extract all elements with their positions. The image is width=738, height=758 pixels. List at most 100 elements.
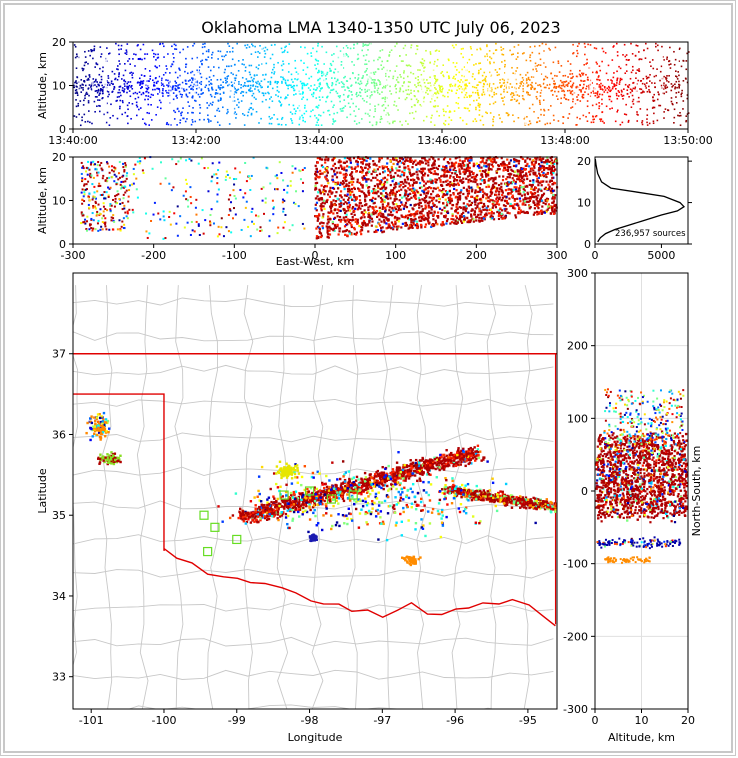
source-point: [426, 79, 428, 81]
source-point: [586, 120, 589, 123]
source-point: [578, 73, 580, 76]
source-point: [549, 189, 553, 193]
source-point: [319, 77, 321, 80]
source-point: [518, 87, 520, 89]
source-point: [342, 216, 345, 219]
source-point: [427, 190, 430, 193]
source-point: [522, 174, 526, 177]
source-point: [479, 213, 482, 216]
source-point: [569, 69, 572, 72]
source-point: [179, 121, 181, 124]
source-point: [463, 75, 465, 78]
source-point: [414, 77, 417, 79]
source-point: [540, 184, 543, 187]
source-point: [670, 100, 673, 103]
source-point: [436, 186, 440, 189]
source-point: [229, 51, 231, 53]
source-point: [548, 87, 550, 90]
source-point: [174, 84, 177, 87]
source-point: [489, 56, 491, 58]
source-point: [526, 177, 529, 181]
source-point: [321, 74, 323, 77]
source-point: [510, 204, 513, 207]
source-point: [535, 157, 538, 161]
source-point: [602, 50, 605, 53]
source-point: [146, 87, 148, 90]
source-point: [572, 100, 574, 103]
source-point: [506, 91, 509, 93]
source-point: [490, 160, 493, 163]
source-point: [518, 170, 521, 173]
source-point: [455, 62, 458, 64]
source-point: [350, 166, 353, 169]
source-point: [352, 177, 355, 180]
source-point: [450, 162, 454, 165]
source-point: [173, 109, 175, 112]
source-point: [448, 185, 452, 188]
source-point: [258, 64, 260, 66]
source-point: [315, 201, 319, 204]
source-point: [421, 208, 425, 211]
source-point: [178, 90, 181, 93]
source-point: [402, 82, 405, 84]
source-point: [493, 91, 495, 94]
source-point: [629, 88, 632, 91]
source-point: [397, 109, 399, 111]
source-point: [339, 108, 342, 110]
source-point: [542, 165, 546, 168]
source-point: [368, 221, 371, 224]
source-point: [125, 174, 128, 177]
source-point: [569, 80, 572, 83]
source-point: [218, 66, 220, 69]
source-point: [465, 91, 468, 94]
source-point: [315, 167, 318, 170]
source-point: [458, 159, 462, 162]
source-point: [625, 70, 628, 72]
source-point: [625, 63, 628, 66]
source-point: [454, 78, 456, 80]
source-point: [639, 58, 641, 60]
source-point: [413, 117, 415, 120]
source-point: [291, 119, 293, 122]
source-point: [492, 212, 495, 215]
source-point: [475, 99, 478, 102]
source-point: [424, 223, 428, 226]
source-point: [397, 220, 400, 223]
source-point: [394, 85, 396, 88]
source-point: [408, 224, 411, 227]
source-point: [156, 66, 158, 69]
source-point: [94, 84, 96, 86]
source-point: [230, 65, 233, 67]
source-point: [113, 73, 116, 75]
source-point: [534, 171, 537, 174]
source-point: [252, 80, 255, 83]
source-point: [432, 218, 435, 221]
source-point: [351, 207, 354, 210]
source-point: [515, 82, 518, 85]
source-point: [361, 176, 364, 179]
source-point: [174, 48, 176, 50]
source-point: [418, 198, 421, 202]
source-point: [434, 178, 437, 181]
source-point: [429, 206, 432, 209]
source-point: [457, 196, 460, 199]
source-point: [551, 201, 554, 204]
source-point: [378, 224, 382, 227]
source-point: [571, 93, 574, 96]
source-point: [534, 156, 537, 160]
source-point: [94, 197, 97, 200]
source-point: [351, 72, 354, 74]
source-point: [162, 42, 164, 45]
source-point: [146, 53, 149, 55]
source-point: [145, 94, 147, 97]
source-point: [615, 42, 618, 45]
source-point: [530, 184, 533, 187]
source-point: [113, 85, 116, 88]
source-point: [365, 178, 368, 181]
source-point: [162, 45, 165, 48]
source-point: [601, 120, 604, 123]
source-point: [458, 196, 461, 199]
source-point: [378, 172, 382, 175]
source-point: [538, 158, 541, 161]
source-point: [397, 205, 400, 208]
